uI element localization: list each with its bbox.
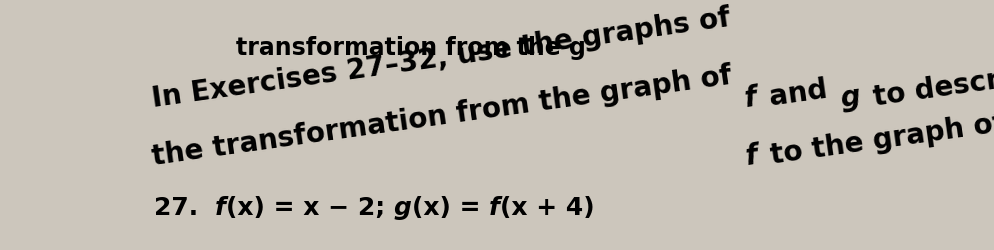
Text: and: and	[758, 74, 839, 113]
Text: f: f	[744, 141, 759, 171]
Text: (x + 4): (x + 4)	[500, 196, 594, 220]
Text: In Exercises 27–32, use the graphs of: In Exercises 27–32, use the graphs of	[150, 2, 743, 113]
Text: to the graph of: to the graph of	[759, 108, 994, 171]
Text: to describe: to describe	[863, 60, 994, 113]
Text: f: f	[489, 196, 500, 220]
Text: 27.: 27.	[153, 196, 215, 220]
Text: f: f	[743, 84, 758, 113]
Text: (x) = x − 2;: (x) = x − 2;	[226, 196, 394, 220]
Text: transformation from the g: transformation from the g	[236, 36, 585, 60]
Text: g: g	[394, 196, 412, 220]
Text: g: g	[839, 82, 863, 113]
Text: (x) =: (x) =	[412, 196, 489, 220]
Text: the transformation from the graph of: the transformation from the graph of	[150, 60, 744, 171]
Text: f: f	[215, 196, 226, 220]
